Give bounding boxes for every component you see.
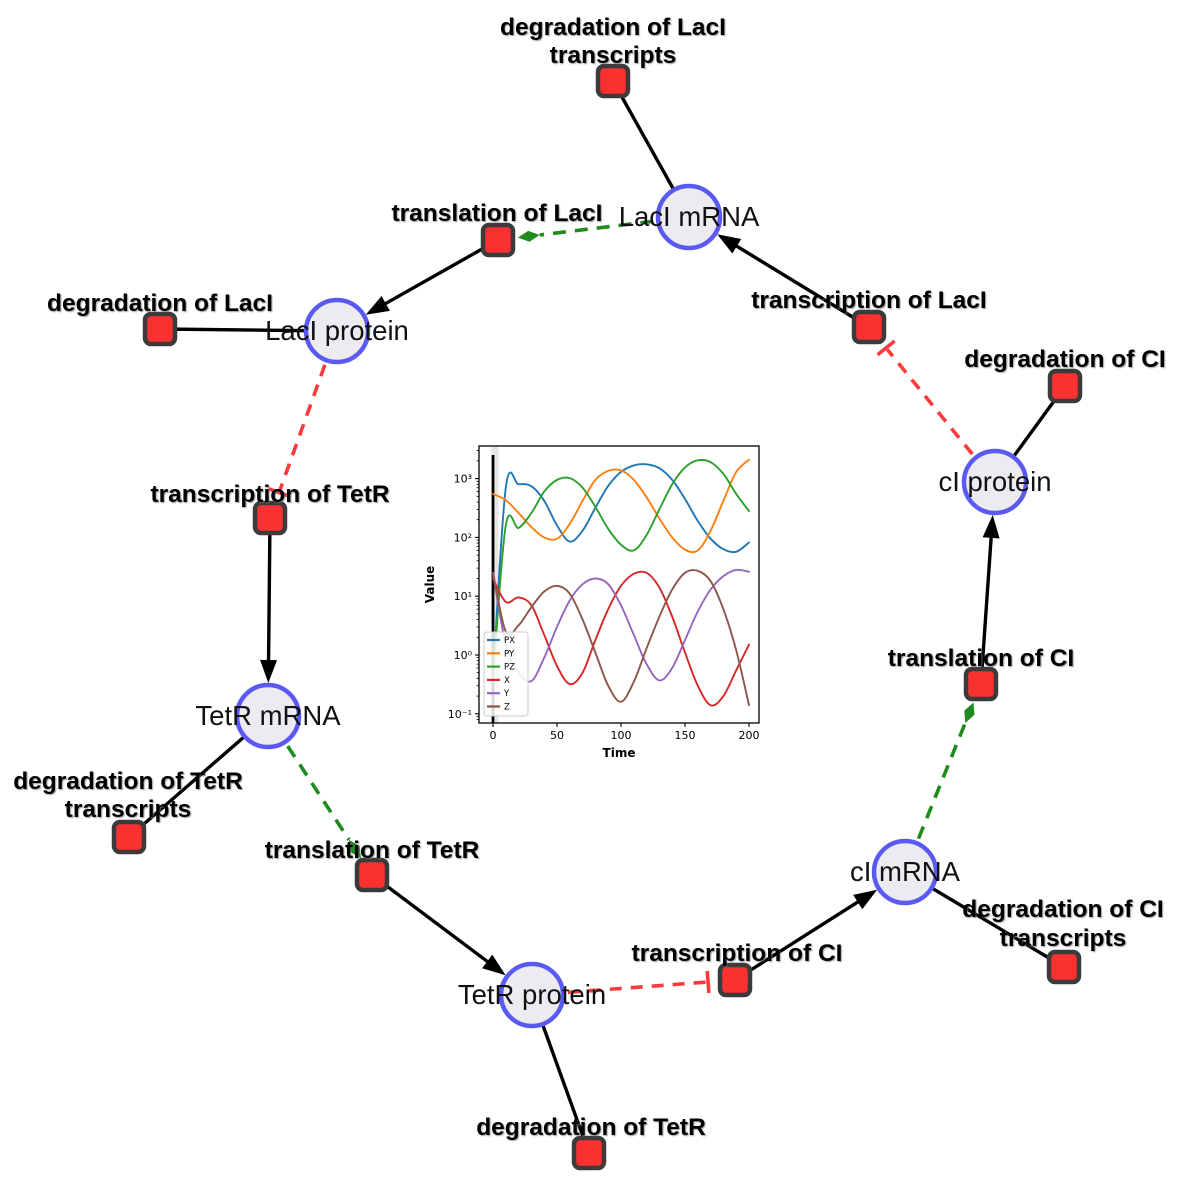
edge-translation-tetr--tetr-protein <box>370 873 506 976</box>
reaction-label-deg-ci-transcripts-line1: transcripts <box>1000 925 1127 952</box>
x-tick-label: 100 <box>611 729 632 742</box>
species-node-tetr-protein <box>498 961 566 1029</box>
species-label-tetr-mrna: TetR mRNA <box>195 700 341 731</box>
species-label-laci-protein: LacI protein <box>265 315 409 346</box>
reaction-node-deg-laci-transcripts <box>595 63 631 99</box>
reaction-node-transcription-laci <box>851 309 887 345</box>
x-axis-label: Time <box>603 746 636 760</box>
species-node-laci-protein <box>303 297 371 365</box>
activation-arrowhead-icon <box>517 230 540 242</box>
reaction-label-deg-tetr-transcripts-line0: degradation of TetR <box>13 768 243 795</box>
reaction-label-deg-laci-line0: degradation of LacI <box>47 290 273 317</box>
x-tick-label: 150 <box>675 729 696 742</box>
reaction-node-translation-ci <box>963 666 999 702</box>
edge-laci-mrna--translation-laci <box>517 219 654 242</box>
species-label-tetr-protein: TetR protein <box>458 979 606 1010</box>
reaction-label-transcription-ci-line0: transcription of CI <box>632 940 843 967</box>
y-tick-label: 10⁰ <box>454 649 473 662</box>
legend-entry-Y: Y <box>503 689 510 699</box>
reaction-label-translation-laci-line0: translation of LacI <box>391 200 602 227</box>
x-tick-label: 0 <box>490 729 497 742</box>
reaction-label-transcription-tetr-line0: transcription of TetR <box>150 481 389 508</box>
inhibition-tbar-icon <box>705 970 711 994</box>
legend-entry-PX: PX <box>504 636 515 646</box>
series-curve-Y <box>492 568 750 683</box>
reaction-node-transcription-tetr <box>252 500 288 536</box>
arrowhead-icon <box>260 659 278 684</box>
y-axis-label: Value <box>423 566 437 604</box>
edge-transcription-tetr--tetr-mrna <box>260 517 278 684</box>
edge-tetr-protein--transcription-ci <box>567 970 711 995</box>
y-tick-label: 10³ <box>454 473 472 486</box>
inset-timecourse-chart: 0 50 100 150 20010⁻¹10⁰10¹10²10³TimeValuePXP… <box>423 445 760 760</box>
legend-entry-PZ: PZ <box>504 663 515 673</box>
labels-layer: degradation of LacItranscriptstranslatio… <box>13 14 1166 1141</box>
arrowhead-icon <box>482 954 506 976</box>
chart-legend: PX PY PZ XYZ <box>483 631 529 717</box>
edge-ci-mrna--translation-ci <box>916 702 975 840</box>
edge-transcription-laci--laci-mrna <box>717 234 870 329</box>
edges-layer <box>127 80 1067 1154</box>
arrowhead-icon <box>365 296 390 315</box>
species-label-ci-protein: cI protein <box>938 466 1051 497</box>
reaction-node-translation-laci <box>480 222 516 258</box>
edge-ci-protein--transcription-laci <box>876 339 974 456</box>
chart-axes-frame <box>478 445 760 724</box>
species-node-tetr-mrna <box>234 682 302 750</box>
nodes-layer <box>111 63 1083 1171</box>
series-curve-PX <box>492 463 750 680</box>
reaction-label-deg-laci-transcripts-line0: degradation of LacI <box>500 14 726 41</box>
y-tick-label: 10¹ <box>454 590 472 603</box>
chart-series-group <box>492 458 750 707</box>
species-node-ci-protein <box>961 448 1029 516</box>
edge-translation-ci--ci-protein <box>979 514 1000 685</box>
species-node-ci-mrna <box>871 838 939 906</box>
activation-arrowhead-icon <box>964 702 975 723</box>
series-curve-PZ <box>492 458 750 680</box>
reaction-label-deg-tetr-transcripts-line1: transcripts <box>65 796 192 823</box>
inhibition-tbar-icon <box>876 339 896 357</box>
arrowhead-icon <box>717 234 742 254</box>
reaction-label-deg-laci-transcripts-line1: transcripts <box>550 42 677 69</box>
legend-entry-Z: Z <box>504 703 510 713</box>
species-label-ci-mrna: cI mRNA <box>850 856 961 887</box>
edge-laci-protein--transcription-tetr <box>268 364 327 498</box>
series-curve-Z <box>492 569 750 707</box>
arrowhead-icon <box>982 514 1000 539</box>
reaction-node-deg-ci-transcripts <box>1046 949 1082 985</box>
reaction-label-translation-tetr-line0: translation of TetR <box>265 837 480 864</box>
activation-arrowhead-icon <box>349 839 362 859</box>
edge-transcription-ci--ci-mrna <box>734 889 878 982</box>
series-curve-X <box>492 570 750 707</box>
species-node-laci-mrna <box>655 183 723 251</box>
reaction-node-deg-tetr-transcripts <box>111 819 147 855</box>
reaction-label-deg-ci-line0: degradation of CI <box>964 346 1165 373</box>
reaction-node-transcription-ci <box>717 962 753 998</box>
reaction-label-translation-ci-line0: translation of CI <box>888 645 1074 672</box>
y-tick-label: 10² <box>454 531 472 544</box>
reaction-node-deg-tetr <box>571 1135 607 1171</box>
edge-tetr-mrna--translation-tetr <box>286 745 362 859</box>
series-curve-PY <box>492 458 750 554</box>
y-tick-label: 10⁻¹ <box>448 708 472 721</box>
species-label-laci-mrna: LacI mRNA <box>619 201 760 232</box>
x-tick-label: 50 <box>550 729 564 742</box>
arrowhead-icon <box>853 889 878 910</box>
legend-entry-PY: PY <box>504 649 515 659</box>
legend-entry-X: X <box>504 676 510 686</box>
reaction-label-transcription-laci-line0: transcription of LacI <box>751 287 987 314</box>
edge-translation-laci--laci-protein <box>365 238 499 315</box>
reaction-label-deg-tetr-line0: degradation of TetR <box>476 1114 706 1141</box>
inhibition-tbar-icon <box>268 487 291 498</box>
reaction-node-deg-ci <box>1047 368 1083 404</box>
reaction-node-translation-tetr <box>354 857 390 893</box>
reaction-label-deg-ci-transcripts-line0: degradation of CI <box>962 896 1163 923</box>
reaction-node-deg-laci <box>142 311 178 347</box>
x-tick-label: 200 <box>739 729 760 742</box>
